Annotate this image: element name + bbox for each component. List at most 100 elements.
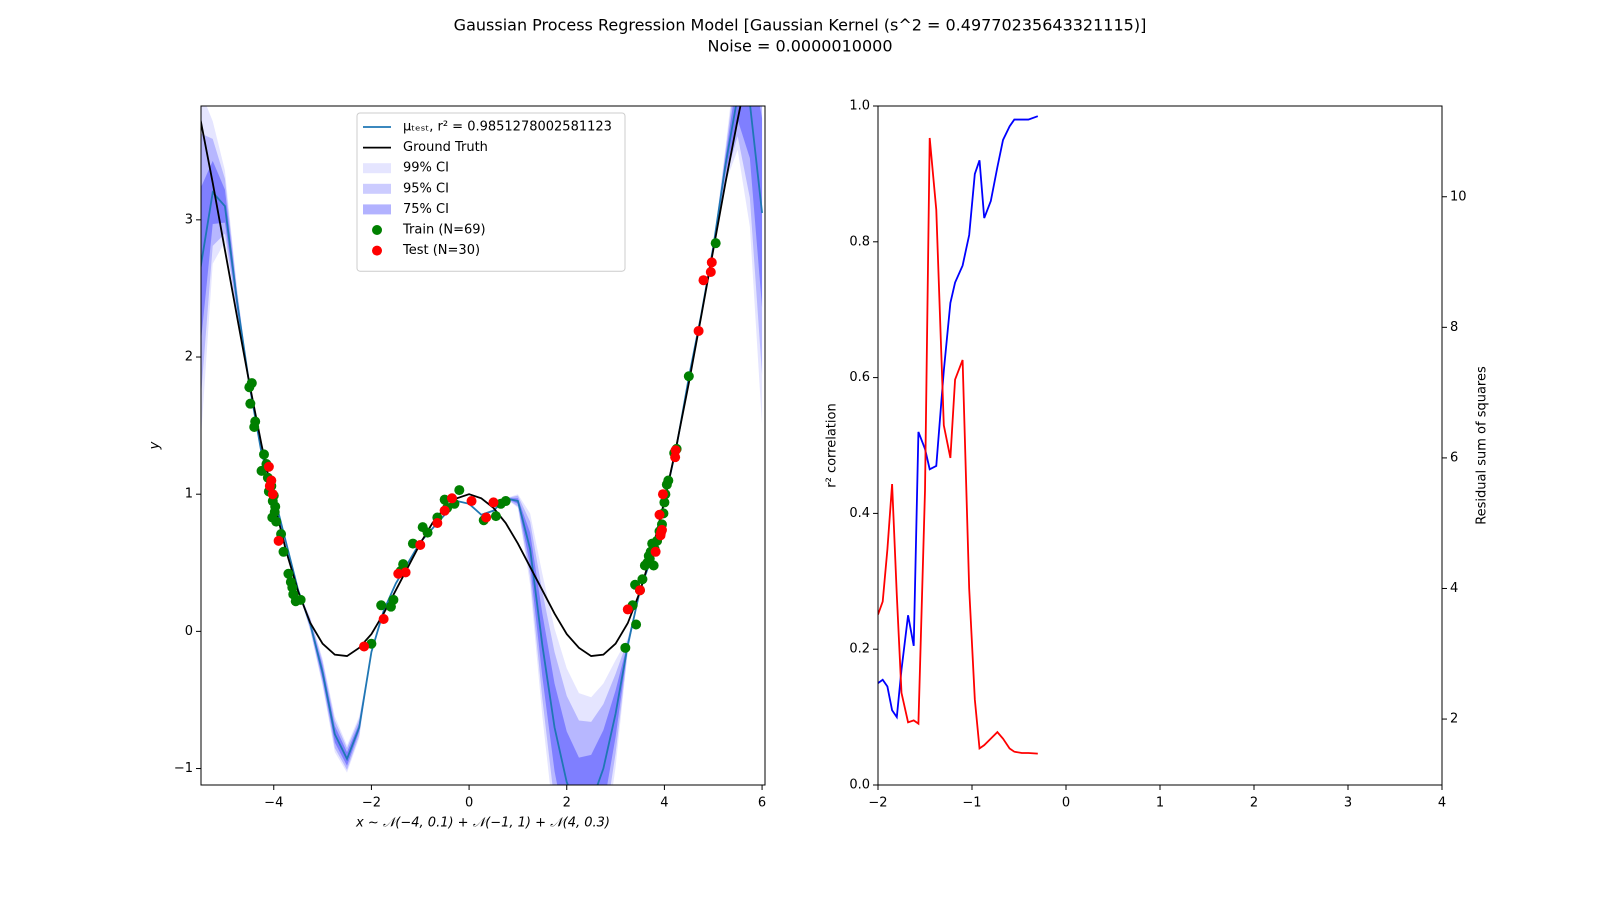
scatter-point xyxy=(634,585,645,596)
legend-frame xyxy=(356,112,626,272)
y-tick-label: 0.2 xyxy=(849,642,870,657)
scatter-point xyxy=(466,496,477,507)
figure-subtitle: Noise = 0.0000010000 xyxy=(707,37,892,56)
x-tick-label: 3 xyxy=(1344,796,1352,811)
y2-tick-label: 4 xyxy=(1450,581,1458,596)
scatter-point xyxy=(245,398,256,409)
legend-label: Test (N=30) xyxy=(402,243,480,258)
axes-frame xyxy=(200,105,766,786)
legend-swatch xyxy=(363,163,391,174)
line xyxy=(878,115,1039,720)
x-tick-label: 4 xyxy=(660,796,668,811)
legend-label: 75% CI xyxy=(403,202,449,217)
x-tick-label: −4 xyxy=(264,796,283,811)
scatter-point xyxy=(490,511,501,522)
y-axis-label: r² correlation xyxy=(825,403,840,487)
scatter-point xyxy=(378,614,389,625)
line xyxy=(878,137,1038,755)
x-tick-label: 0 xyxy=(1062,796,1070,811)
legend-swatch xyxy=(363,183,391,194)
y-tick-label: 3 xyxy=(185,212,193,227)
scatter-point xyxy=(654,509,665,520)
scatter-point xyxy=(488,497,499,508)
scatter-point xyxy=(650,546,661,557)
scatter-point xyxy=(622,604,633,615)
scatter-point xyxy=(637,574,648,585)
scatter-point xyxy=(359,641,370,652)
scatter-point xyxy=(446,493,457,504)
y-tick-label: 0.0 xyxy=(849,778,870,793)
scatter-point xyxy=(620,642,631,653)
scatter-point xyxy=(631,619,642,630)
x-tick-label: −1 xyxy=(962,796,981,811)
scatter-point xyxy=(648,560,659,571)
y-tick-label: 1.0 xyxy=(849,99,870,114)
x-tick-label: 0 xyxy=(465,796,473,811)
scatter-point xyxy=(422,527,433,538)
legend-label: 99% CI xyxy=(403,161,449,176)
scatter-point xyxy=(683,371,694,382)
scatter-point xyxy=(258,449,269,460)
legend-label: Train (N=69) xyxy=(402,223,486,238)
scatter-point xyxy=(263,461,274,472)
scatter-point xyxy=(432,518,443,529)
y2-tick-label: 8 xyxy=(1450,320,1458,335)
scatter-point xyxy=(267,489,278,500)
y2-tick-label: 2 xyxy=(1450,712,1458,727)
scatter-point xyxy=(271,516,282,527)
scatter-point xyxy=(376,600,387,611)
x-tick-label: 2 xyxy=(1250,796,1258,811)
scatter-point xyxy=(705,266,716,277)
scatter-point xyxy=(710,238,721,249)
plot-area xyxy=(201,106,763,785)
legend-swatch xyxy=(372,225,382,235)
scatter-point xyxy=(500,496,511,507)
x-tick-label: 1 xyxy=(1156,796,1164,811)
scatter-point xyxy=(287,582,298,593)
scatter-point xyxy=(454,485,465,496)
scatter-point xyxy=(283,568,294,579)
legend-swatch xyxy=(363,204,391,215)
y-axis-label: y xyxy=(148,441,163,450)
scatter-point xyxy=(670,445,681,456)
scatter-point xyxy=(655,527,666,538)
scatter-point xyxy=(693,325,704,336)
scatter-point xyxy=(270,501,281,512)
x-tick-label: −2 xyxy=(362,796,381,811)
legend: μₜₑₛₜ, r² = 0.9851278002581123 Ground Tru… xyxy=(356,112,626,272)
y-tick-label: 0.8 xyxy=(849,234,870,249)
y-tick-label: 0 xyxy=(185,624,193,639)
x-tick-label: 4 xyxy=(1438,796,1446,811)
legend-swatch xyxy=(372,245,382,256)
scatter-point xyxy=(246,378,257,389)
scatter-point xyxy=(663,475,674,486)
y-tick-label: 1 xyxy=(185,487,193,502)
y-tick-label: 0.6 xyxy=(849,370,870,385)
x-tick-label: 6 xyxy=(758,796,766,811)
scatter-point xyxy=(278,546,289,557)
scatter-point xyxy=(388,594,399,605)
scatter-point xyxy=(250,416,261,427)
y-tick-label: 2 xyxy=(185,350,193,365)
figure-title: Gaussian Process Regression Model [Gauss… xyxy=(454,16,1147,35)
scatter-point xyxy=(400,567,411,578)
legend-label: μₜₑₛₜ, r² = 0.9851278002581123 xyxy=(403,120,612,135)
scatter-point xyxy=(439,505,450,516)
y-tick-label: 0.4 xyxy=(849,506,870,521)
y2-tick-label: 10 xyxy=(1450,189,1467,204)
legend-label: 95% CI xyxy=(403,181,449,196)
scatter-point xyxy=(706,257,717,268)
scatter-point xyxy=(415,539,426,550)
y2-tick-label: 6 xyxy=(1450,450,1458,465)
y-tick-label: −1 xyxy=(174,761,193,776)
scatter-point xyxy=(659,497,670,508)
x-tick-label: 2 xyxy=(563,796,571,811)
scatter-point xyxy=(264,480,275,491)
scatter-point xyxy=(481,512,492,523)
scatter-point xyxy=(657,489,668,500)
scatter-point xyxy=(295,594,306,605)
scatter-point xyxy=(273,535,284,546)
